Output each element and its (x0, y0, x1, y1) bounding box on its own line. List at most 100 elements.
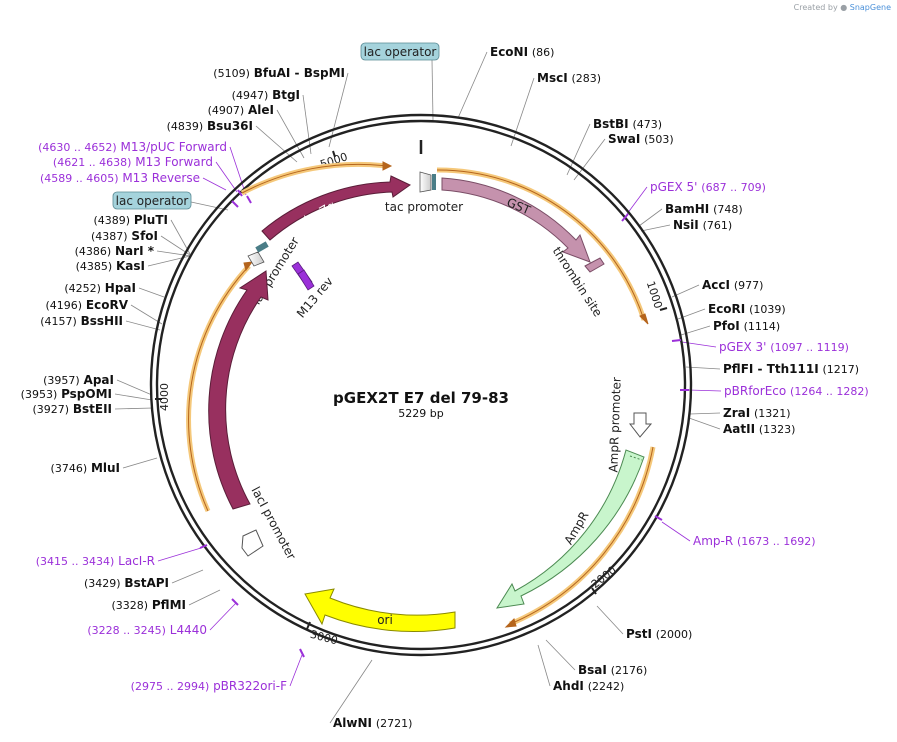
site-label-btgi: (4947) BtgI (232, 88, 300, 102)
site-name: AccI (702, 278, 730, 292)
site-label-pgex-3-: pGEX 3' (1097 .. 1119) (719, 340, 849, 354)
leader-line (130, 304, 163, 325)
backbone (149, 113, 693, 657)
site-name: MscI (537, 71, 568, 85)
tick-2000 (591, 587, 597, 595)
site-name: L4440 (170, 623, 207, 637)
leader-line (229, 146, 247, 196)
site-label-laci-r: (3415 .. 3434) LacI-R (36, 554, 155, 568)
site-position: (3429) (84, 577, 121, 590)
site-position: (3927) (32, 403, 69, 416)
tick-label-4000: 4000 (158, 383, 171, 411)
site-position: (3953) (21, 388, 58, 401)
site-label-psti: PstI (2000) (626, 627, 692, 641)
site-name: pBR322ori-F (213, 679, 287, 693)
site-label-bsai: BsaI (2176) (578, 663, 647, 677)
site-label-ahdi: AhdI (2242) (553, 679, 624, 693)
leader-line (457, 51, 488, 119)
site-position: (3415 .. 3434) (36, 555, 115, 568)
site-name: ZraI (723, 406, 750, 420)
tick-3000 (306, 621, 311, 630)
site-name: EcoRV (86, 298, 129, 312)
site-label-pbr322ori-f: (2975 .. 2994) pBR322ori-F (131, 679, 287, 693)
leader-line (688, 389, 722, 392)
operator-top-label: lac operator (364, 45, 437, 59)
site-name: PstI (626, 627, 652, 641)
snapgene-logo-icon: ● (840, 3, 848, 12)
leader-line (685, 366, 721, 370)
site-name: BfuAI - BspMI (254, 66, 345, 80)
site-label-acci: AccI (977) (702, 278, 763, 292)
site-name: ApaI (84, 373, 114, 387)
site-label-ecorv: (4196) EcoRV (46, 298, 129, 312)
site-name: EcoNI (490, 45, 528, 59)
site-position: (4621 .. 4638) (53, 156, 132, 169)
site-label-pflfi-tth111i: PflFI - Tth111I (1217) (723, 362, 859, 376)
operator-leader (190, 201, 229, 211)
site-label-pluti: (4389) PluTI (93, 213, 168, 227)
site-label-pspomi: (3953) PspOMI (21, 387, 112, 401)
site-label-pbrforeco: pBRforEco (1264 .. 1282) (724, 384, 869, 398)
leader-lines (114, 51, 722, 724)
site-position: (1114) (744, 320, 781, 333)
site-label-kasi: (4385) KasI (76, 259, 145, 273)
site-label-bsteii: (3927) BstEII (32, 402, 112, 416)
site-position: (2242) (588, 680, 625, 693)
site-label-ecori: EcoRI (1039) (708, 302, 786, 316)
plasmid-name: pGEX2T E7 del 79-83 (333, 389, 509, 407)
site-label-alei: (4907) AleI (208, 103, 274, 117)
operator-left-label: lac operator (116, 194, 189, 208)
site-name: KasI (116, 259, 145, 273)
site-position: (2975 .. 2994) (131, 680, 210, 693)
site-position: (3746) (51, 462, 88, 475)
orf-arrows (188, 161, 654, 628)
site-position: (1039) (749, 303, 786, 316)
operator-leader (431, 59, 434, 121)
site-name: AleI (248, 103, 274, 117)
site-position: (4630 .. 4652) (38, 141, 117, 154)
site-name: SwaI (608, 132, 640, 146)
leader-line (329, 659, 373, 724)
site-label-pflmi: (3328) PflMI (111, 598, 186, 612)
site-position: (5109) (213, 67, 250, 80)
site-label-pfoi: PfoI (1114) (713, 319, 780, 333)
site-name: Bsu36I (207, 119, 253, 133)
primer-marks (199, 189, 689, 658)
leader-line (328, 72, 349, 148)
leader-line (510, 77, 535, 147)
site-label-m13-reverse: (4589 .. 4605) M13 Reverse (40, 171, 200, 185)
site-position: (4196) (46, 299, 83, 312)
site-name: AatII (723, 422, 755, 436)
site-position: (473) (632, 118, 662, 131)
leader-line (545, 639, 576, 671)
site-position: (4389) (93, 214, 130, 227)
site-position: (761) (703, 219, 733, 232)
tick-label-3000: 3000 (309, 628, 339, 648)
site-position: (4252) (64, 282, 101, 295)
site-labels: EcoNI (86) MscI (283) BstBI (473)SwaI (503… (21, 45, 869, 730)
site-label-l4440: (3228 .. 3245) L4440 (87, 623, 207, 637)
site-name: SfoI (131, 229, 158, 243)
leader-line (661, 521, 691, 542)
site-label-aatii: AatII (1323) (723, 422, 795, 436)
site-name: NsiI (673, 218, 699, 232)
site-label-bamhi: BamHI (748) (665, 202, 743, 216)
leader-line (596, 605, 624, 635)
feature-label-ori: ori (377, 613, 393, 627)
site-label-bstbi: BstBI (473) (593, 117, 662, 131)
site-label-m13-forward: (4621 .. 4638) M13 Forward (53, 155, 213, 169)
leader-line (114, 407, 154, 410)
site-label-bsu36i: (4839) Bsu36I (167, 119, 253, 133)
site-label-hpai: (4252) HpaI (64, 281, 136, 295)
site-name: MluI (91, 461, 120, 475)
tick-label-1000: 1000 (644, 280, 665, 311)
site-name: M13/pUC Forward (120, 140, 227, 154)
site-position: (4386) (75, 245, 112, 258)
site-label-pgex-5-: pGEX 5' (687 .. 709) (650, 180, 766, 194)
site-name: BtgI (272, 88, 300, 102)
feature-lacza (261, 175, 411, 241)
site-name: HpaI (105, 281, 136, 295)
site-name: BsaI (578, 663, 607, 677)
site-position: (1321) (754, 407, 791, 420)
site-name: NarI * (115, 244, 155, 258)
